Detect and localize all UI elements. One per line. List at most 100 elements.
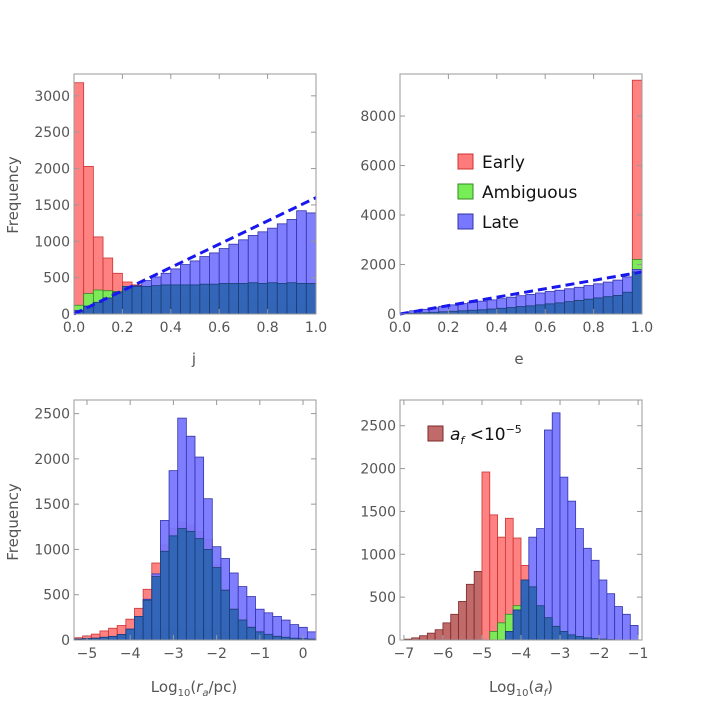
x-tick-label-af-5: −2 (589, 646, 610, 662)
bar-e-overlap-8 (477, 309, 488, 315)
af-label-close: ) (547, 678, 553, 696)
legend-label-af-small: af <10−5 (450, 423, 522, 447)
x-tick-label-e-1: 0.2 (437, 320, 459, 336)
bar-ra-overlap-16 (211, 567, 222, 641)
ra-label-r: r (196, 678, 203, 696)
bar-ra-overlap-23 (272, 635, 282, 641)
bar-j-overlap-19 (257, 283, 269, 315)
y-tick-label-e-2: 4000 (360, 208, 396, 224)
y-tick-label-ra-5: 2500 (34, 407, 70, 423)
legend-label-early: Early (482, 153, 525, 173)
bar-af-late-27 (614, 606, 623, 641)
x-tick-label-j-2: 0.4 (160, 320, 182, 336)
ra-label-sub: a (202, 688, 208, 699)
bar-af-overlap-20 (559, 631, 569, 641)
x-tick-label-e-5: 1.0 (631, 320, 653, 336)
af-legend-rest: <10 (464, 425, 505, 445)
fit-line-e (399, 270, 643, 316)
bar-j-overlap-2 (92, 301, 104, 315)
af-label-a: a (534, 678, 543, 696)
x-tick-label-af-1: −6 (433, 646, 454, 662)
bar-af-af105-7 (458, 601, 467, 641)
x-axis-label-j: j (191, 350, 196, 368)
x-tick-label-e-4: 0.8 (582, 320, 604, 336)
plot-frame-j (73, 73, 317, 315)
ra-label-close: /pc) (209, 678, 238, 696)
legend-label-late: Late (482, 213, 519, 233)
x-tick-label-j-4: 0.8 (256, 320, 278, 336)
y-tick-label-af-3: 1500 (360, 504, 396, 520)
x-axis-label-af: Log10(af) (489, 678, 553, 699)
bar-j-overlap-9 (160, 284, 172, 315)
x-tick-label-ra-4: −1 (250, 646, 271, 662)
y-tick-label-j-1: 500 (43, 271, 70, 287)
bar-ra-overlap-10 (160, 550, 170, 641)
x-tick-label-ra-0: −5 (77, 646, 98, 662)
y-tick-label-ra-2: 1000 (34, 542, 70, 558)
bar-ra-overlap-15 (203, 549, 213, 641)
bar-ra-overlap-5 (116, 634, 127, 641)
bar-ra-overlap-8 (142, 599, 153, 641)
bar-ra-overlap-9 (151, 576, 161, 641)
bar-ra-overlap-7 (134, 616, 144, 641)
bar-ra-overlap-13 (185, 530, 196, 641)
af-label-open: ( (529, 678, 535, 696)
y-tick-label-e-1: 2000 (360, 258, 396, 274)
bar-j-overlap-10 (170, 284, 181, 315)
bar-j-overlap-22 (286, 282, 298, 315)
legend-e-panel: Early Ambiguous Late (457, 153, 577, 233)
fit-line-j (73, 196, 317, 316)
bar-e-overlap-17 (564, 301, 575, 315)
bar-ra-overlap-18 (229, 608, 239, 641)
bar-af-overlap-14 (512, 609, 522, 641)
bar-j-overlap-11 (180, 284, 191, 315)
bar-ra-overlap-4 (108, 635, 118, 641)
plot-frame-e (399, 73, 643, 315)
bar-ra-overlap-12 (177, 528, 187, 641)
bar-af-late-18 (544, 429, 553, 641)
bar-j-overlap-8 (151, 285, 162, 315)
ra-label-open: ( (190, 678, 196, 696)
x-tick-label-e-0: 0.0 (389, 320, 411, 336)
bar-af-af105-5 (442, 622, 452, 641)
af-label-sub: f (544, 688, 549, 699)
bar-af-overlap-15 (520, 579, 530, 641)
x-tick-label-j-1: 0.2 (111, 320, 133, 336)
bar-ra-overlap-17 (220, 589, 230, 641)
bar-ra-overlap-20 (246, 626, 256, 641)
y-tick-label-e-0: 0 (387, 307, 396, 323)
y-tick-label-af-4: 2000 (360, 462, 396, 478)
x-tick-label-e-3: 0.6 (534, 320, 556, 336)
af-legend-sub: f (460, 434, 466, 447)
x-tick-label-ra-1: −4 (120, 646, 141, 662)
x-tick-label-af-6: −1 (628, 646, 649, 662)
bar-af-late-24 (590, 559, 600, 641)
y-tick-label-j-0: 0 (61, 307, 70, 323)
af-legend-exp: −5 (506, 423, 522, 436)
bar-af-late-21 (567, 500, 577, 641)
bar-ra-overlap-14 (194, 538, 205, 641)
bar-e-overlap-21 (602, 296, 614, 315)
y-tick-label-j-3: 1500 (34, 198, 70, 214)
panel-af-histogram: −7 −6 −5 −4 −3 −2 −1 0 500 1000 1500 2000 2500 (360, 399, 649, 662)
bar-ra-overlap-22 (263, 634, 274, 641)
legend-swatch-af-small (427, 425, 444, 442)
bar-j-overlap-24 (305, 283, 317, 315)
bar-j-overlap-14 (209, 283, 220, 315)
x-tick-label-e-2: 0.4 (486, 320, 508, 336)
bar-af-af105-8 (465, 583, 475, 641)
bar-j-overlap-15 (218, 283, 230, 315)
legend-swatch-late (457, 213, 474, 230)
bar-e-overlap-11 (506, 307, 517, 315)
panel-j-histogram: 0.0 0.2 0.4 0.6 0.8 1.0 0 500 1000 1500 2000 2500 30… (34, 73, 327, 336)
bar-e-overlap-15 (544, 303, 556, 315)
bar-j-early-1 (83, 165, 94, 315)
bar-e-overlap-19 (583, 298, 594, 315)
af-label-log: Log (489, 678, 516, 696)
bar-j-overlap-12 (189, 284, 201, 315)
bar-af-overlap-18 (544, 617, 553, 641)
bar-j-overlap-7 (141, 285, 152, 315)
legend-label-ambiguous: Ambiguous (482, 183, 577, 203)
bar-af-early-10 (481, 471, 491, 641)
